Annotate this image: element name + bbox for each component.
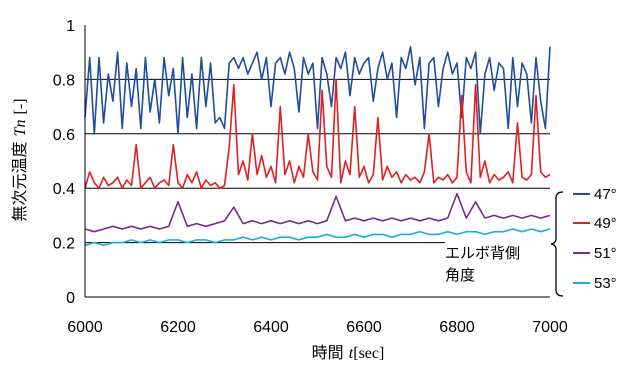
series-line-0 bbox=[84, 45, 551, 135]
y-tick-label: 0.8 bbox=[53, 72, 75, 89]
x-tick-label: 6800 bbox=[439, 319, 475, 336]
series-line-3 bbox=[84, 228, 551, 247]
x-tick-label: 6600 bbox=[346, 319, 382, 336]
x-tick-label: 7000 bbox=[532, 319, 568, 336]
y-tick-label: 0.6 bbox=[53, 127, 75, 144]
legend-brace bbox=[549, 191, 564, 297]
x-tick-label: 6400 bbox=[253, 319, 289, 336]
legend-label-1: 49° bbox=[594, 215, 617, 232]
series-line-2 bbox=[84, 192, 551, 233]
series-lines bbox=[84, 45, 551, 247]
legend-title-line-2: 角度 bbox=[445, 266, 476, 284]
y-tick-label: 0.4 bbox=[53, 181, 75, 198]
legend-label-3: 53° bbox=[594, 275, 617, 292]
y-tick-label: 1 bbox=[66, 18, 75, 35]
x-axis-label: 時間 t[sec] bbox=[312, 343, 385, 362]
y-tick-label: 0.2 bbox=[53, 236, 75, 253]
x-tick-label: 6200 bbox=[160, 319, 196, 336]
axes bbox=[84, 25, 550, 298]
series-line-1 bbox=[84, 78, 551, 189]
legend: 47° 49° 51° 53° bbox=[573, 186, 617, 292]
legend-label-2: 51° bbox=[594, 245, 617, 262]
tick-labels: 6000 6200 6400 6600 6800 7000 0 0.2 0.4 0.6 0.8 1 bbox=[53, 18, 568, 336]
y-tick-label: 0 bbox=[66, 290, 75, 307]
legend-label-0: 47° bbox=[594, 186, 617, 203]
y-axis-label: 無次元温度 Tn [-] bbox=[10, 98, 29, 221]
x-tick-label: 6000 bbox=[67, 319, 103, 336]
legend-title-line-1: エルボ背側 bbox=[445, 244, 521, 262]
legend-title: エルボ背側 角度 bbox=[445, 242, 551, 286]
